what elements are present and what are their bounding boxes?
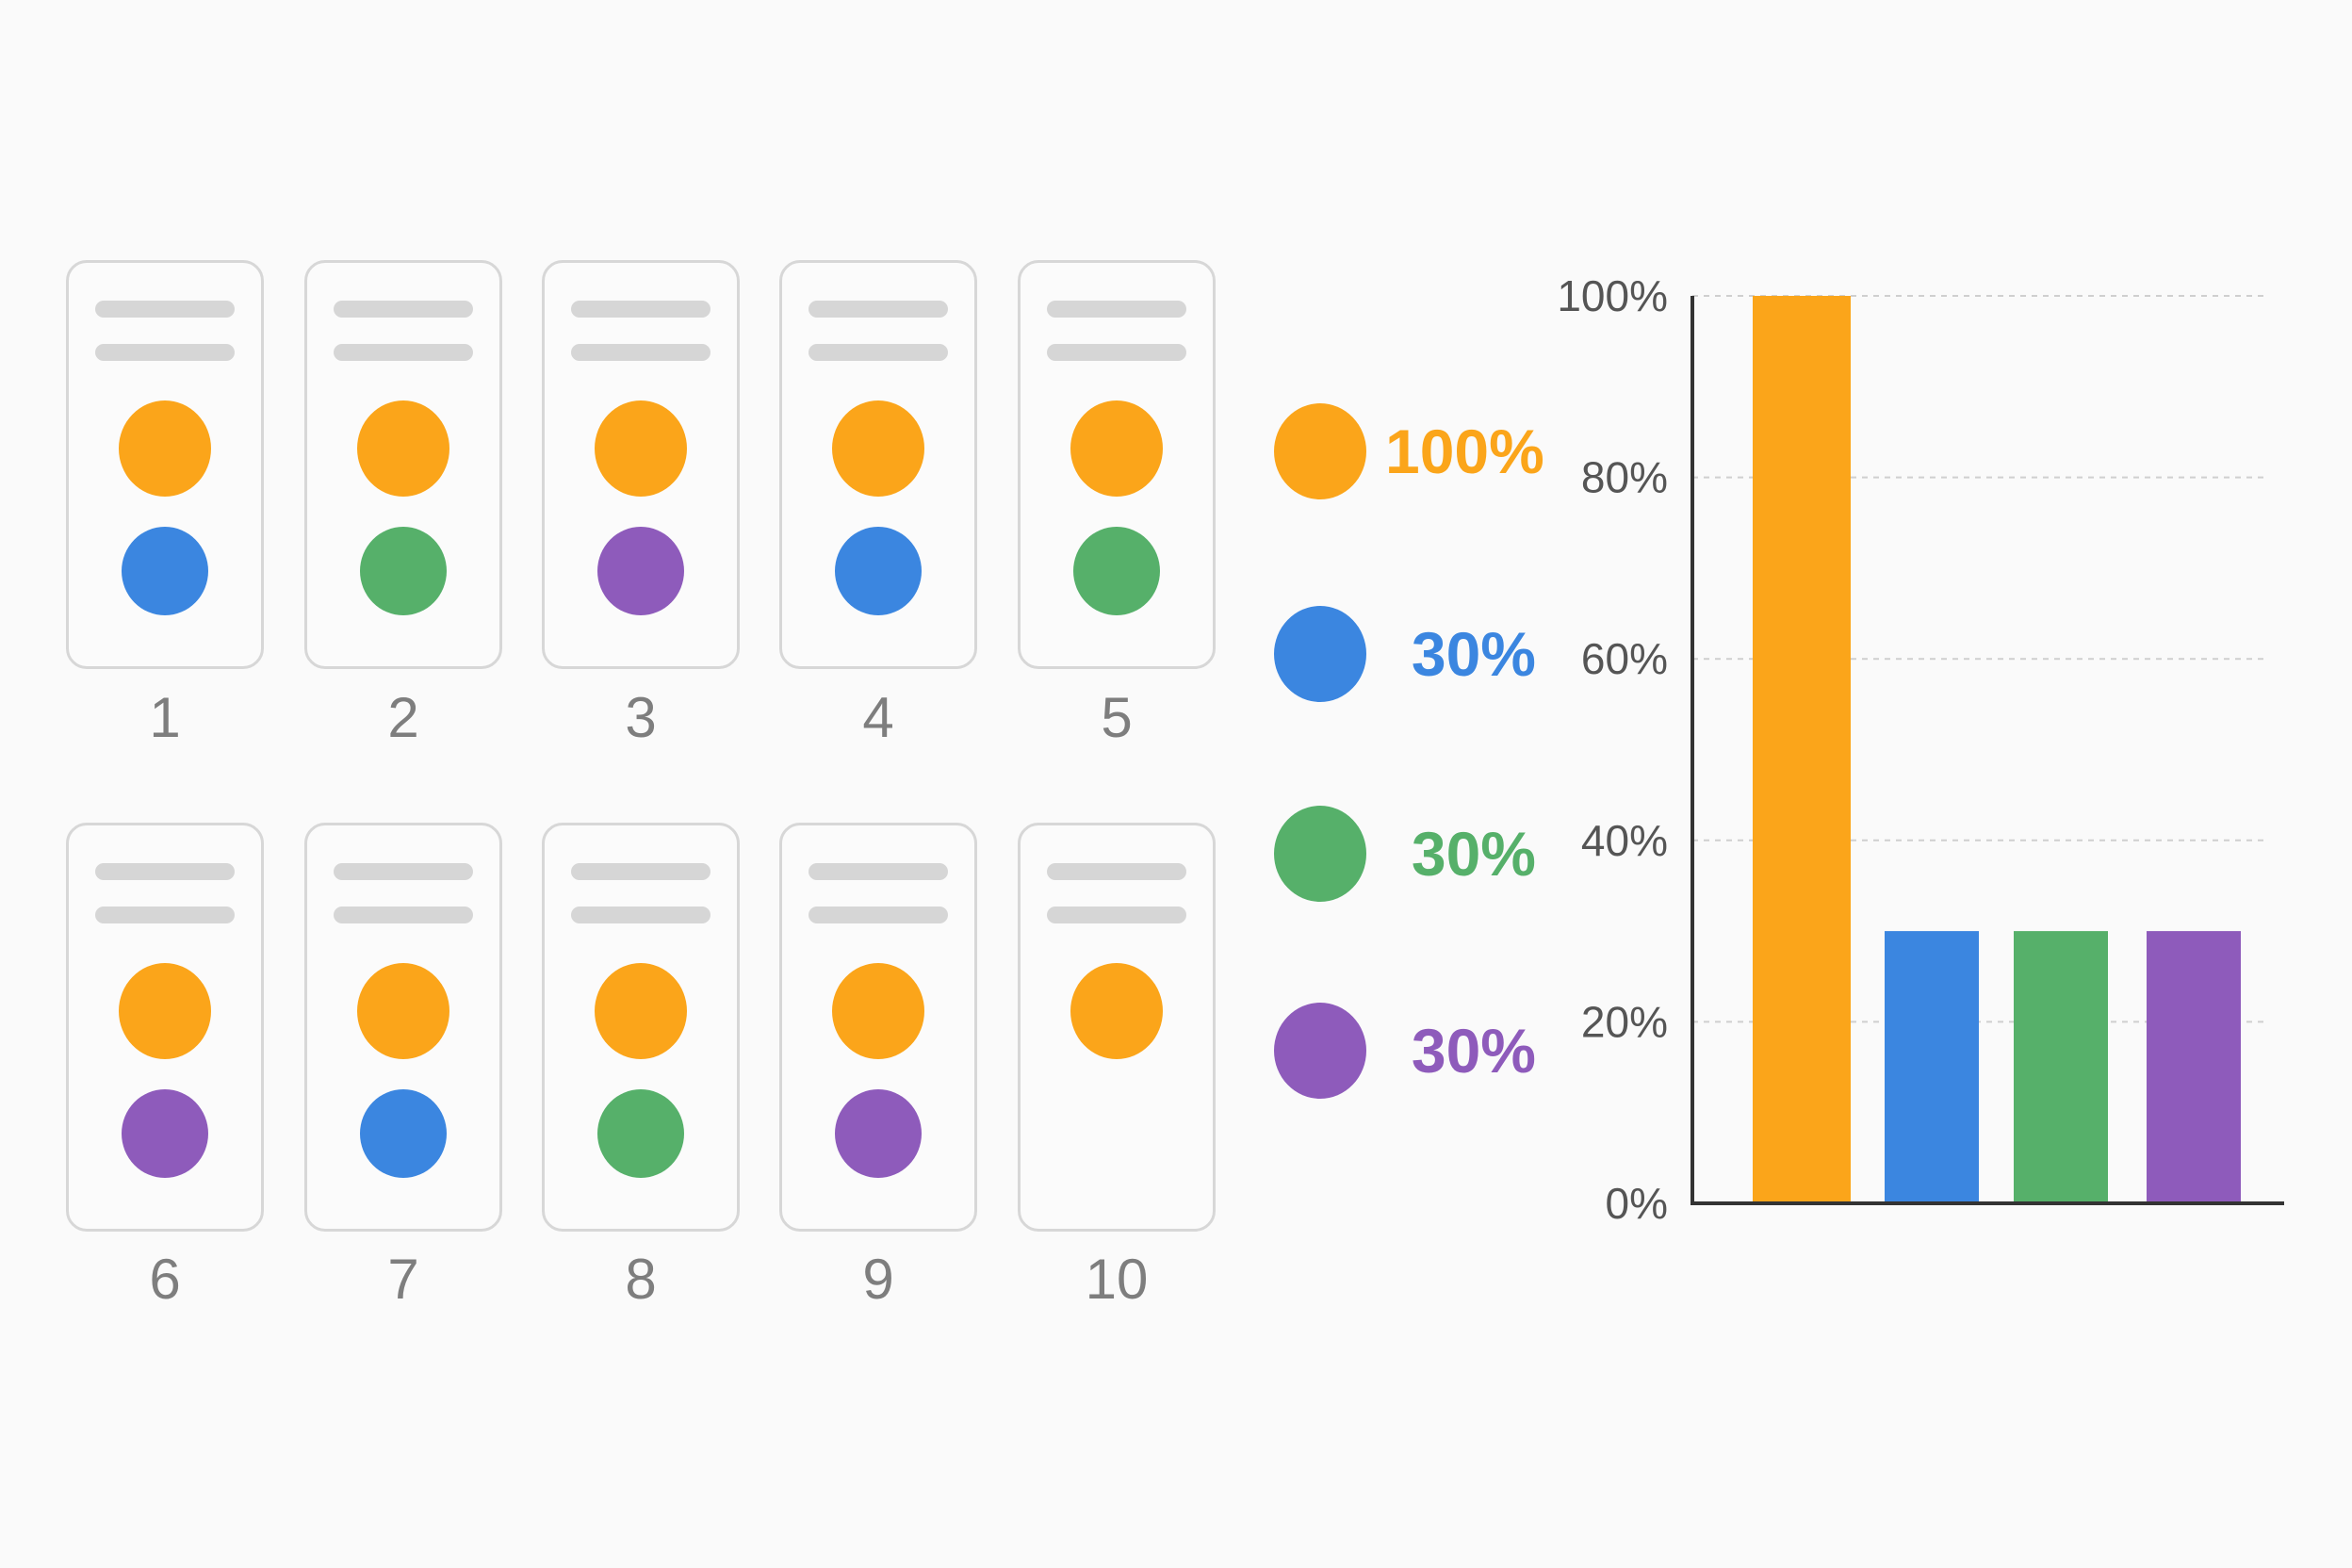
placeholder-text-line (95, 344, 235, 361)
orange-dot (357, 963, 449, 1059)
y-tick-label: 100% (1557, 271, 1668, 320)
placeholder-text-line (334, 344, 473, 361)
placeholder-text-line (808, 863, 948, 880)
legend-green-label: 30% (1411, 819, 1536, 889)
y-tick-label: 20% (1581, 997, 1668, 1046)
card-number: 10 (1085, 1248, 1149, 1311)
bar-green (2014, 931, 2108, 1203)
orange-dot (119, 963, 211, 1059)
y-tick-label: 40% (1581, 816, 1668, 865)
orange-dot (357, 400, 449, 497)
bar-orange (1753, 296, 1851, 1203)
session-card (66, 260, 264, 669)
blue-dot (360, 1089, 447, 1178)
green-dot (1073, 527, 1160, 615)
bar-purple (2147, 931, 2241, 1203)
session-card (66, 823, 264, 1232)
placeholder-text-line (1047, 344, 1186, 361)
purple-dot (597, 527, 684, 615)
session-card (779, 260, 977, 669)
session-card (542, 823, 740, 1232)
legend-purple-label: 30% (1411, 1016, 1536, 1086)
session-card (1018, 823, 1216, 1232)
placeholder-text-line (95, 863, 235, 880)
card-number: 4 (862, 686, 894, 749)
y-tick-label: 80% (1581, 453, 1668, 502)
placeholder-text-line (334, 863, 473, 880)
session-card (304, 823, 502, 1232)
blue-dot (835, 527, 922, 615)
card-number: 8 (625, 1248, 657, 1311)
session-card (779, 823, 977, 1232)
placeholder-text-line (808, 906, 948, 923)
orange-dot (832, 400, 924, 497)
y-tick-label: 0% (1606, 1179, 1668, 1228)
card-number: 1 (149, 686, 181, 749)
session-card (304, 260, 502, 669)
y-tick-label: 60% (1581, 634, 1668, 683)
card-number: 3 (625, 686, 657, 749)
card-number: 2 (387, 686, 419, 749)
placeholder-text-line (95, 906, 235, 923)
purple-dot (122, 1089, 208, 1178)
placeholder-text-line (571, 906, 710, 923)
purple-dot (835, 1089, 922, 1178)
card-number: 5 (1101, 686, 1133, 749)
placeholder-text-line (1047, 906, 1186, 923)
placeholder-text-line (571, 344, 710, 361)
legend-blue-dot (1274, 606, 1366, 702)
green-dot (597, 1089, 684, 1178)
card-number: 7 (387, 1248, 419, 1311)
placeholder-text-line (571, 301, 710, 318)
orange-dot (1070, 963, 1163, 1059)
placeholder-text-line (1047, 863, 1186, 880)
placeholder-text-line (571, 863, 710, 880)
legend-green-dot (1274, 806, 1366, 902)
placeholder-text-line (808, 301, 948, 318)
card-number: 9 (862, 1248, 894, 1311)
placeholder-text-line (95, 301, 235, 318)
legend-blue-label: 30% (1411, 619, 1536, 689)
legend-orange-label: 100% (1385, 416, 1544, 486)
session-card (542, 260, 740, 669)
legend-orange-dot (1274, 403, 1366, 499)
bar-blue (1885, 931, 1979, 1203)
orange-dot (119, 400, 211, 497)
orange-dot (595, 963, 687, 1059)
card-number: 6 (149, 1248, 181, 1311)
session-card (1018, 260, 1216, 669)
placeholder-text-line (334, 301, 473, 318)
orange-dot (832, 963, 924, 1059)
placeholder-text-line (1047, 301, 1186, 318)
orange-dot (1070, 400, 1163, 497)
legend-purple-dot (1274, 1003, 1366, 1099)
placeholder-text-line (334, 906, 473, 923)
green-dot (360, 527, 447, 615)
orange-dot (595, 400, 687, 497)
blue-dot (122, 527, 208, 615)
placeholder-text-line (808, 344, 948, 361)
